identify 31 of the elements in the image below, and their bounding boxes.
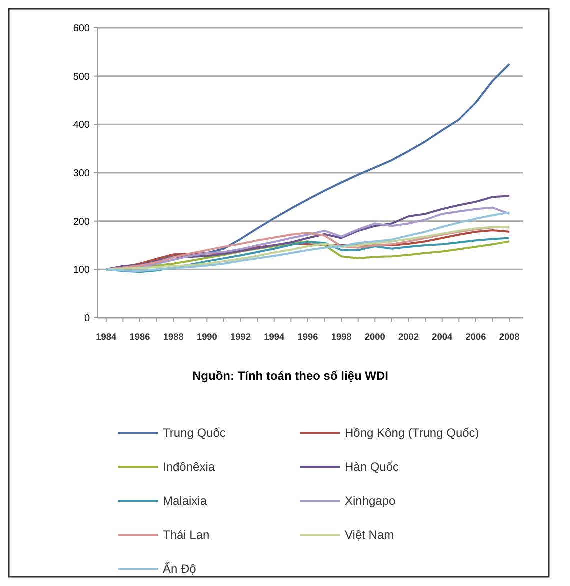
y-tick-label: 100	[73, 265, 90, 276]
legend-label: Thái Lan	[163, 528, 210, 542]
x-tick-label: 1998	[331, 332, 352, 342]
x-tick-label: 1994	[264, 332, 286, 342]
legend-label: Hàn Quốc	[345, 460, 400, 474]
y-tick-label: 300	[73, 168, 90, 180]
x-tick-label: 2004	[432, 332, 454, 342]
legend-label: Ấn Độ	[163, 562, 197, 576]
legend-label: Inđônêxia	[163, 460, 216, 474]
y-tick-label: 400	[73, 120, 90, 132]
text: Nguồn: Tính toán theo số liệu WDI	[192, 369, 388, 383]
x-tick-label: 1996	[298, 332, 318, 342]
x-tick-label: 1992	[230, 332, 252, 342]
y-tick-label: 200	[73, 216, 90, 228]
x-tick-label: 2002	[398, 332, 419, 342]
legend-label: Trung Quốc	[163, 426, 226, 440]
legend-label: Việt Nam	[345, 528, 394, 542]
line-series	[105, 195, 511, 271]
legend-label: Hồng Kông (Trung Quốc)	[345, 426, 480, 440]
x-tick-label: 1984	[96, 332, 118, 342]
x-tick-label: 1988	[163, 332, 184, 342]
y-tick-label: 0	[84, 314, 90, 324]
legend-label: Xinhgapo	[345, 494, 396, 508]
legend-label: Malaixia	[163, 494, 208, 508]
x-tick-label: 2000	[364, 332, 386, 342]
x-tick-label: 1990	[196, 332, 218, 342]
x-tick-label: 2008	[499, 332, 520, 342]
x-tick-label: 1986	[130, 332, 150, 342]
y-tick-label: 600	[73, 24, 90, 34]
x-tick-label: 2006	[466, 332, 486, 342]
y-tick-label: 500	[73, 72, 90, 83]
